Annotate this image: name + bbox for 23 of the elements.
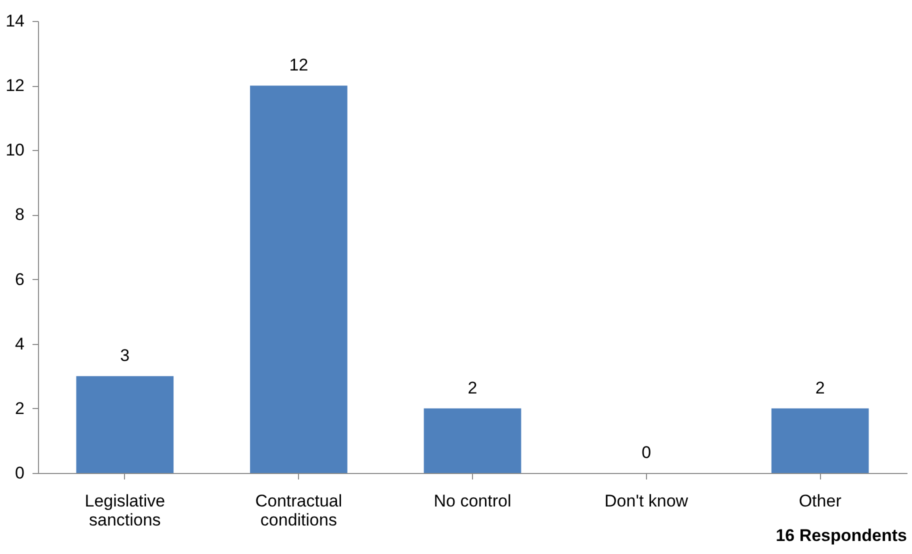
y-tick-label: 6	[15, 270, 24, 289]
data-label: 3	[120, 346, 130, 366]
data-label: 2	[468, 378, 478, 398]
x-tick-label: Other	[798, 492, 842, 510]
x-tick-label: Contractual conditions	[255, 492, 342, 530]
y-tick-label: 12	[6, 76, 24, 96]
x-tick-label: Legislative sanctions	[84, 492, 166, 530]
bar	[424, 408, 522, 473]
y-tick-label: 14	[6, 12, 24, 30]
data-label: 0	[642, 443, 652, 462]
y-tick-label: 4	[15, 334, 24, 354]
data-label: 12	[289, 56, 308, 75]
x-tick-label: No control	[434, 492, 512, 510]
y-tick-label: 8	[15, 205, 24, 224]
y-tick-label: 0	[15, 464, 24, 482]
y-tick-label: 10	[6, 140, 24, 160]
bar	[76, 376, 174, 473]
bar	[771, 408, 869, 473]
data-label: 2	[815, 378, 825, 398]
y-tick-label: 2	[15, 398, 24, 418]
x-tick-label: Don't know	[604, 492, 689, 510]
bar	[250, 86, 348, 473]
text: 16 Respondents	[776, 526, 907, 545]
